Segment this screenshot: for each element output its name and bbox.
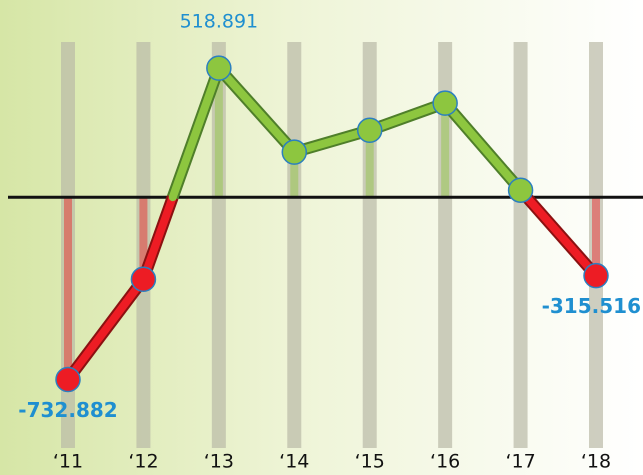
data-label: -732.882 — [18, 398, 117, 422]
column — [438, 42, 453, 448]
point — [356, 117, 383, 144]
x-tick-label: ‘14 — [279, 451, 309, 473]
x-tick-label: ‘16 — [430, 451, 460, 473]
data-label: -315.516 — [542, 294, 641, 318]
line-segment — [168, 64, 223, 202]
value-stem — [64, 197, 72, 380]
value-stem — [290, 152, 299, 198]
line-segment — [441, 99, 525, 195]
x-tick-label: ‘11 — [53, 451, 83, 473]
point — [507, 177, 534, 203]
point — [583, 262, 609, 289]
column — [287, 42, 302, 448]
value-stem — [441, 103, 450, 198]
point — [206, 55, 232, 81]
line-segment — [365, 99, 450, 135]
column — [61, 42, 75, 448]
point — [432, 90, 458, 116]
value-stem — [592, 197, 600, 276]
data-label: 518.891 — [180, 11, 259, 33]
line-segment — [290, 126, 374, 157]
column — [589, 42, 603, 448]
x-tick-label: ‘17 — [505, 451, 535, 473]
column — [513, 42, 528, 448]
column — [136, 42, 151, 448]
column — [211, 42, 226, 448]
line-segment — [64, 275, 148, 384]
line-segment — [214, 64, 299, 157]
x-tick-label: ‘18 — [581, 451, 611, 473]
line-segment — [522, 193, 600, 280]
point — [130, 266, 157, 293]
column — [362, 42, 377, 448]
value-stem — [365, 130, 374, 198]
value-stem — [214, 68, 223, 198]
point — [281, 139, 308, 165]
value-stem — [139, 197, 148, 280]
x-tick-label: ‘15 — [355, 451, 385, 473]
point — [55, 366, 81, 393]
x-tick-label: ‘12 — [128, 451, 158, 473]
line-segment — [139, 193, 177, 284]
x-tick-label: ‘13 — [204, 451, 234, 473]
